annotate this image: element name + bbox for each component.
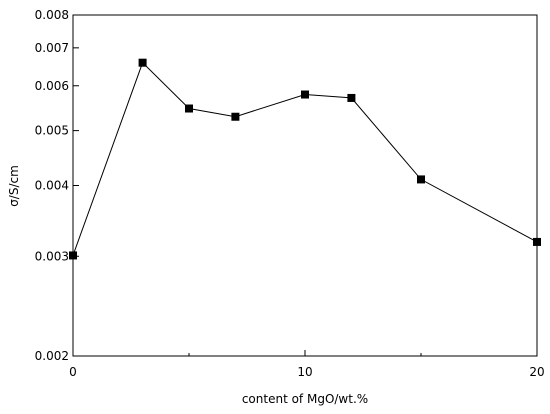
series-group xyxy=(69,58,541,260)
data-point xyxy=(185,104,193,113)
y-axis-label: σ/S/cm xyxy=(7,165,21,207)
y-tick-label: 0.002 xyxy=(35,349,69,363)
y-tick-label: 0.008 xyxy=(35,8,69,22)
y-tick-label: 0.007 xyxy=(35,41,69,55)
data-point xyxy=(417,175,425,184)
data-point xyxy=(533,237,541,246)
x-tick-label: 20 xyxy=(529,365,544,379)
y-tick-label: 0.005 xyxy=(35,124,69,138)
y-tick-label: 0.003 xyxy=(35,249,69,263)
x-axis-label: content of MgO/wt.% xyxy=(242,392,368,406)
data-point xyxy=(301,90,309,99)
x-tick-label: 0 xyxy=(69,365,77,379)
data-point xyxy=(231,112,240,121)
x-axis-ticks: 0 10 20 xyxy=(69,350,545,379)
x-tick-label: 10 xyxy=(297,365,312,379)
data-point xyxy=(347,93,356,102)
series-line xyxy=(72,61,538,256)
y-axis-ticks: 0.002 0.003 0.004 0.005 0.006 0.007 0.008 xyxy=(35,8,79,363)
y-tick-label: 0.004 xyxy=(35,179,69,193)
data-point xyxy=(69,251,77,260)
y-tick-label: 0.006 xyxy=(35,79,69,93)
data-point xyxy=(138,58,147,67)
